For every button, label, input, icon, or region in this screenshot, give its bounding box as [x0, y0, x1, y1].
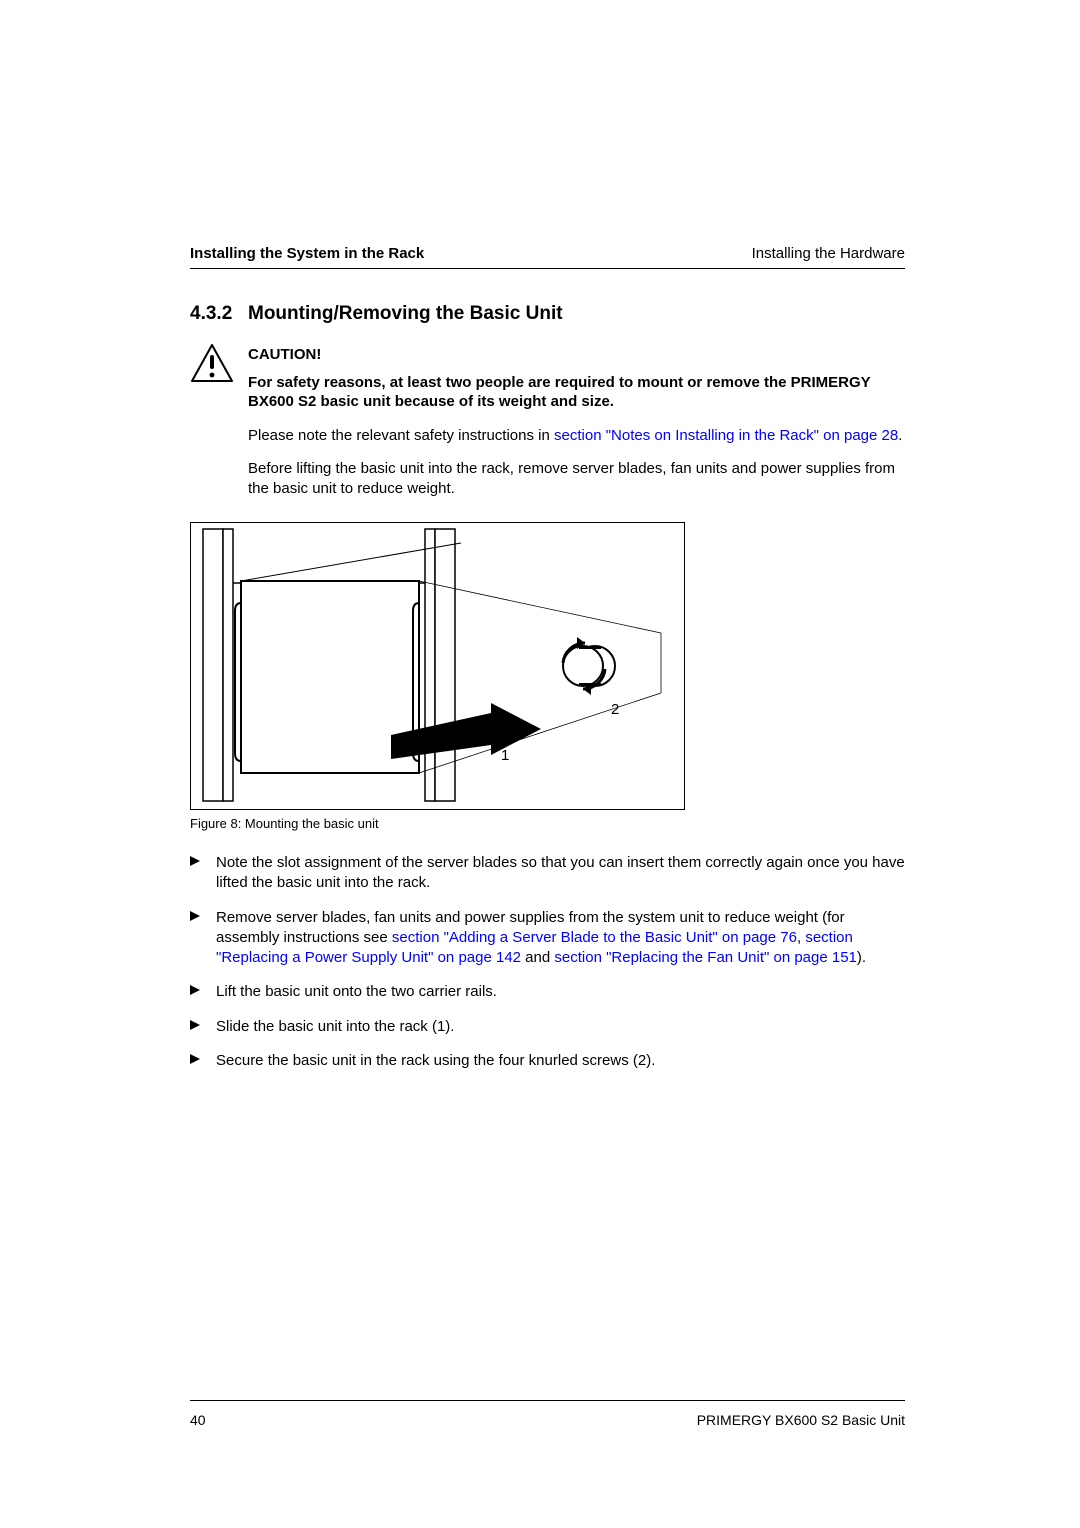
step-4-text: Slide the basic unit into the rack (1). [216, 1018, 454, 1035]
caution-label: CAUTION! [248, 345, 905, 365]
page-number: 40 [190, 1412, 206, 1428]
step-3-text: Lift the basic unit onto the two carrier… [216, 983, 497, 1000]
doc-title-footer: PRIMERGY BX600 S2 Basic Unit [697, 1412, 905, 1428]
triangle-icon [190, 1020, 200, 1030]
step-4: Slide the basic unit into the rack (1). [190, 1017, 905, 1037]
triangle-icon [190, 856, 200, 866]
triangle-icon [190, 1054, 200, 1064]
step-2-mid2: and [521, 949, 554, 966]
notes-installing-link[interactable]: section "Notes on Installing in the Rack… [554, 427, 898, 444]
step-2-post: ). [857, 949, 866, 966]
footer-row: 40 PRIMERGY BX600 S2 Basic Unit [190, 1412, 905, 1428]
caution-block: CAUTION! For safety reasons, at least tw… [190, 345, 905, 498]
caution-para1-post: . [898, 427, 902, 444]
page-header: Installing the System in the Rack Instal… [190, 245, 905, 269]
step-5-text: Secure the basic unit in the rack using … [216, 1052, 655, 1069]
section-heading: 4.3.2Mounting/Removing the Basic Unit [190, 303, 905, 325]
figure-svg [191, 523, 682, 807]
step-2: Remove server blades, fan units and powe… [190, 908, 905, 969]
figure-callout-2: 2 [611, 701, 619, 718]
section-title: Mounting/Removing the Basic Unit [248, 303, 563, 324]
step-3: Lift the basic unit onto the two carrier… [190, 982, 905, 1002]
header-right: Installing the Hardware [752, 245, 905, 262]
step-1: Note the slot assignment of the server b… [190, 853, 905, 894]
caution-para2: Before lifting the basic unit into the r… [248, 459, 905, 498]
footer-rule [190, 1400, 905, 1401]
caution-para1: Please note the relevant safety instruct… [248, 426, 905, 446]
link-replacing-fan[interactable]: section "Replacing the Fan Unit" on page… [554, 949, 857, 966]
link-adding-server-blade[interactable]: section "Adding a Server Blade to the Ba… [392, 929, 797, 946]
triangle-icon [190, 985, 200, 995]
figure-caption: Figure 8: Mounting the basic unit [190, 816, 905, 831]
section-number: 4.3.2 [190, 303, 248, 325]
figure-box: 1 2 [190, 522, 685, 810]
triangle-icon [190, 911, 200, 921]
figure-callout-1: 1 [501, 747, 509, 764]
caution-icon [190, 343, 238, 388]
caution-para1-pre: Please note the relevant safety instruct… [248, 427, 554, 444]
document-page: Installing the System in the Rack Instal… [0, 0, 1080, 1528]
header-left: Installing the System in the Rack [190, 245, 424, 262]
caution-bold-text: For safety reasons, at least two people … [248, 374, 870, 411]
step-list: Note the slot assignment of the server b… [190, 853, 905, 1071]
step-1-text: Note the slot assignment of the server b… [216, 854, 905, 891]
caution-body: CAUTION! For safety reasons, at least tw… [248, 345, 905, 498]
step-5: Secure the basic unit in the rack using … [190, 1051, 905, 1071]
